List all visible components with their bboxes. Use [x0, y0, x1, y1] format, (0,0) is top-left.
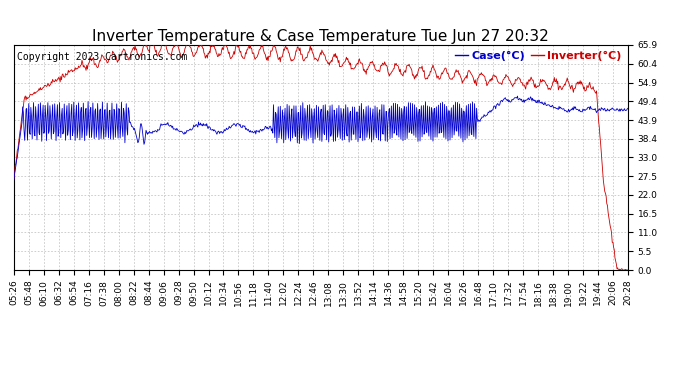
Title: Inverter Temperature & Case Temperature Tue Jun 27 20:32: Inverter Temperature & Case Temperature … [92, 29, 549, 44]
Legend: Case(°C), Inverter(°C): Case(°C), Inverter(°C) [455, 51, 622, 61]
Text: Copyright 2023 Cartronics.com: Copyright 2023 Cartronics.com [17, 52, 187, 62]
